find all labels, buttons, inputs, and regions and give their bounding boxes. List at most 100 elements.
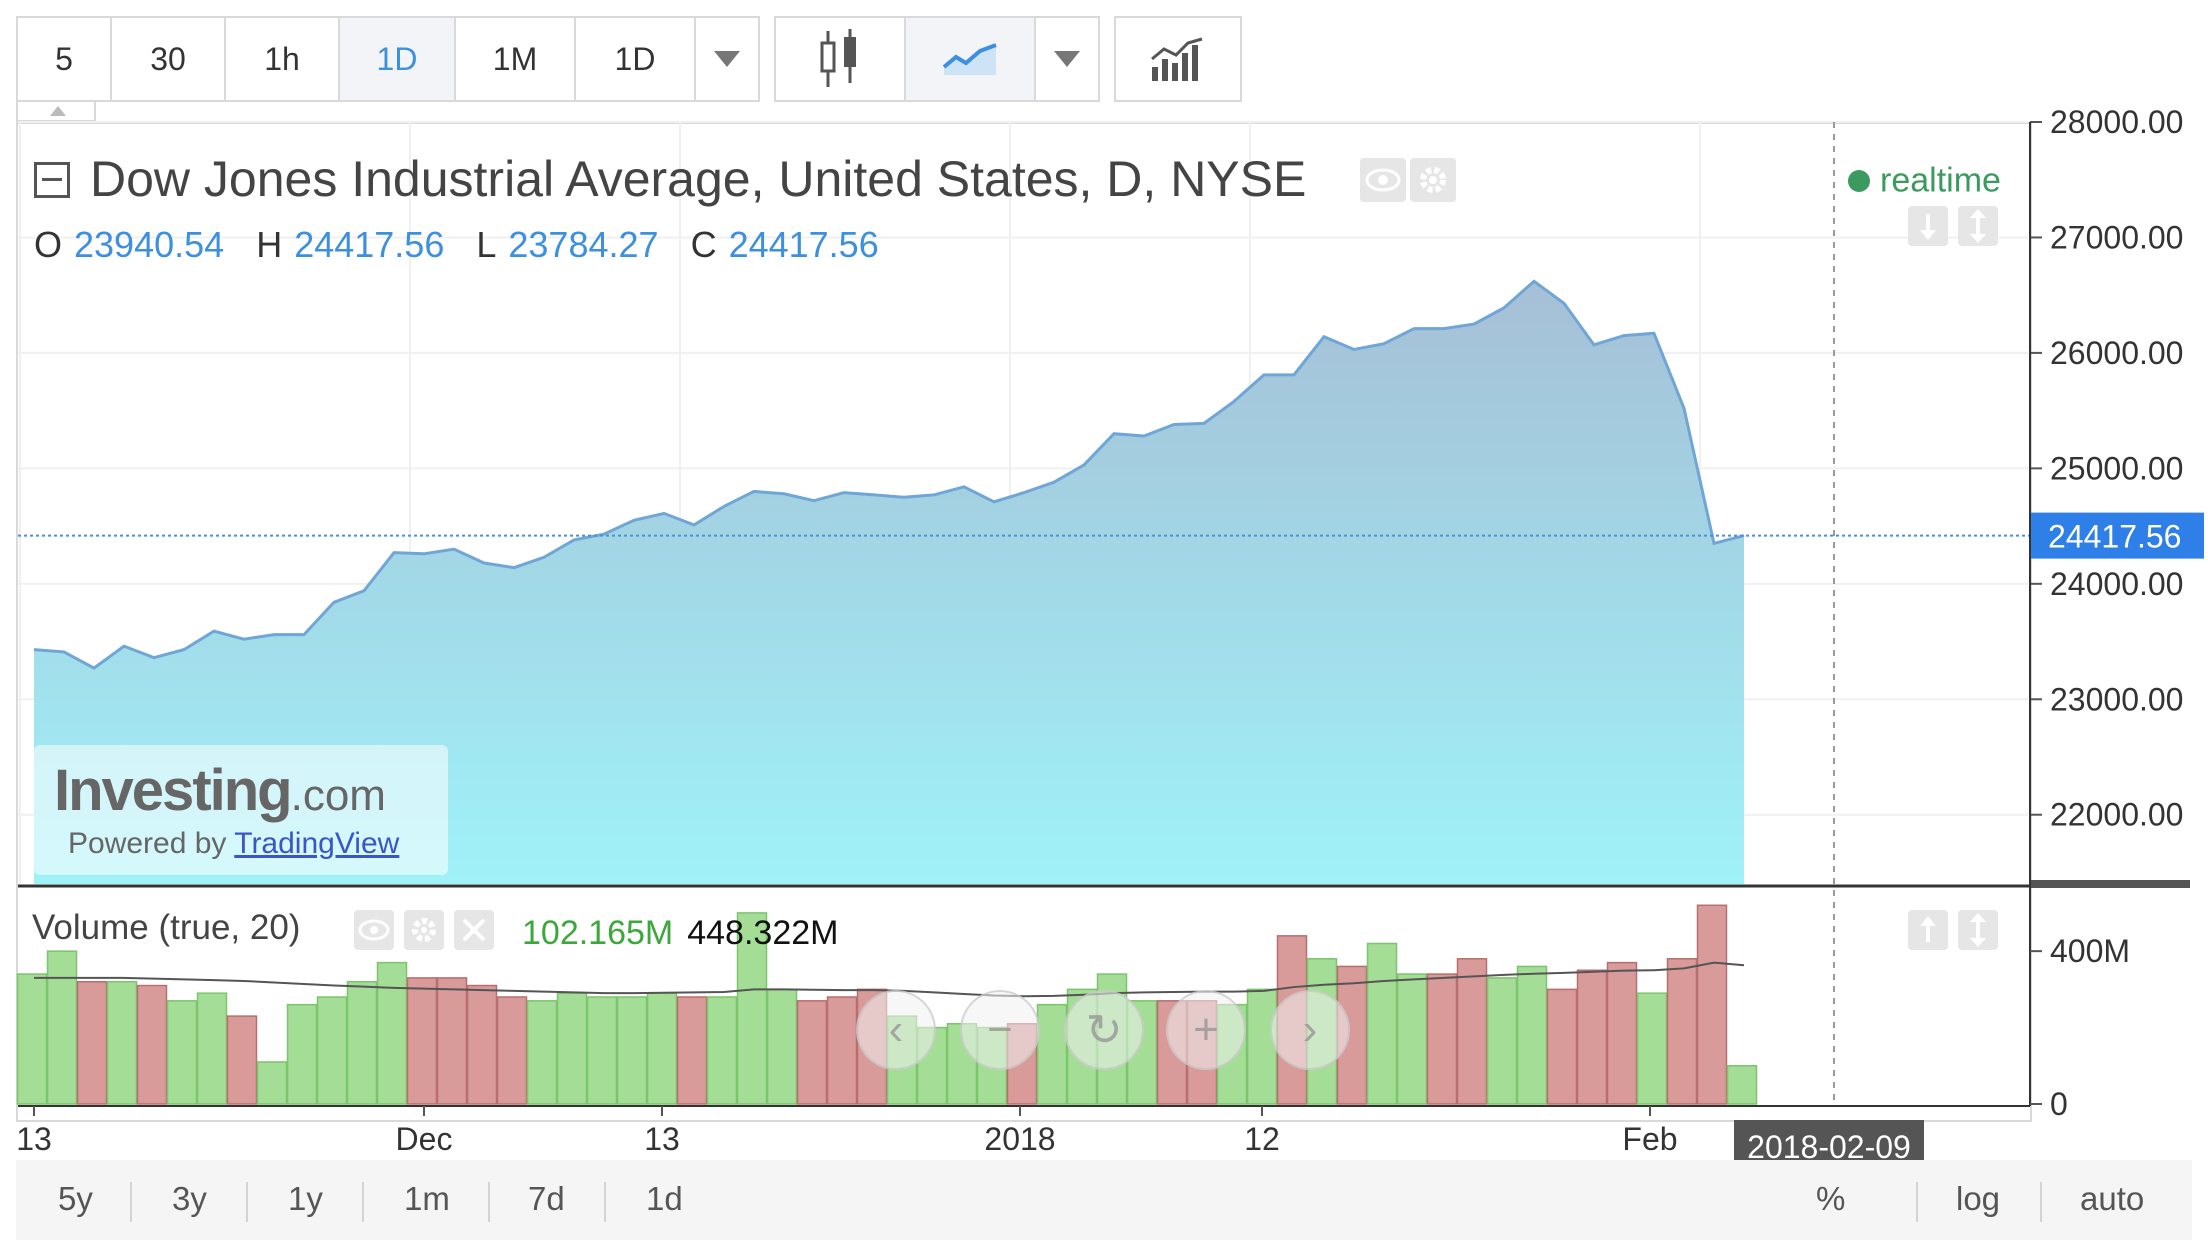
arrows-vertical-icon bbox=[1970, 209, 1986, 243]
gear-icon-glyph bbox=[1420, 167, 1446, 193]
volume-bar bbox=[406, 977, 438, 1105]
range-1d-button[interactable]: 1d bbox=[646, 1180, 683, 1217]
interval-1m-button[interactable]: 1M bbox=[454, 16, 576, 102]
volume-close-icon[interactable] bbox=[454, 910, 494, 950]
interval-dropdown-button[interactable] bbox=[694, 16, 760, 102]
volume-bar bbox=[136, 984, 168, 1105]
volume-bar bbox=[496, 996, 528, 1105]
range-7d-button[interactable]: 7d bbox=[528, 1180, 565, 1217]
crosshair-date-label: 2018-02-09 bbox=[1747, 1129, 1911, 1165]
volume-bar bbox=[1246, 988, 1278, 1105]
indicators-icon bbox=[1151, 37, 1203, 81]
ohlc-readout: O 23940.54 H 24417.56 L 23784.27 C 24417.56 bbox=[34, 224, 901, 266]
volume-bar bbox=[1036, 1003, 1068, 1105]
volume-bar bbox=[526, 1000, 558, 1105]
price-tick-label: 28000.00 bbox=[2050, 104, 2183, 140]
volume-current-value: 102.165M bbox=[522, 914, 674, 952]
scroll-right-button[interactable]: › bbox=[1270, 990, 1350, 1070]
volume-bar bbox=[646, 992, 678, 1105]
time-tick-label: Dec bbox=[396, 1121, 453, 1157]
tradingview-link[interactable]: TradingView bbox=[234, 827, 400, 860]
current-price-tag bbox=[2030, 512, 2204, 559]
reset-chart-button[interactable]: ↻ bbox=[1064, 990, 1144, 1070]
interval-label: 1D bbox=[376, 40, 418, 77]
volume-bar bbox=[1666, 958, 1698, 1105]
move-down-icon[interactable] bbox=[1908, 206, 1948, 246]
interval-1h-button[interactable]: 1h bbox=[224, 16, 340, 102]
volume-bar bbox=[1576, 969, 1608, 1105]
area-chart-button[interactable] bbox=[904, 16, 1036, 102]
high-value: 24417.56 bbox=[294, 224, 445, 265]
interval-1d-button[interactable]: 1D bbox=[338, 16, 456, 102]
zoom-in-button[interactable]: + bbox=[1166, 990, 1246, 1070]
volume-bar bbox=[796, 1000, 828, 1105]
powered-by-line: Powered by TradingView bbox=[68, 827, 399, 861]
price-tick-label: 27000.00 bbox=[2050, 219, 2183, 255]
volume-bar bbox=[346, 980, 378, 1105]
indicators-button[interactable] bbox=[1114, 16, 1242, 102]
refresh-icon: ↻ bbox=[1085, 1005, 1123, 1055]
candlestick-chart-button[interactable] bbox=[774, 16, 906, 102]
interval-30-button[interactable]: 30 bbox=[110, 16, 226, 102]
chevron-left-icon: ‹ bbox=[888, 1005, 904, 1054]
gear-icon[interactable] bbox=[1410, 158, 1456, 202]
volume-bar bbox=[436, 977, 468, 1105]
maximize-volume-pane-icon[interactable] bbox=[1958, 910, 1998, 950]
range-5y-button[interactable]: 5y bbox=[58, 1180, 93, 1217]
volume-bar bbox=[1516, 965, 1548, 1105]
range-3y-button[interactable]: 3y bbox=[172, 1180, 207, 1217]
zoom-out-button[interactable]: − bbox=[960, 990, 1040, 1070]
eye-icon[interactable] bbox=[1360, 158, 1406, 202]
volume-bar bbox=[316, 996, 348, 1105]
investing-watermark: Investing.com Powered by TradingView bbox=[34, 745, 448, 875]
interval-5-button[interactable]: 5 bbox=[16, 16, 112, 102]
percent-scale-button[interactable]: % bbox=[1816, 1180, 1846, 1217]
scale-separator bbox=[2040, 1182, 2042, 1222]
volume-bar bbox=[1366, 942, 1398, 1105]
time-tick-label: 13 bbox=[16, 1121, 52, 1157]
volume-ma-value: 448.322M bbox=[687, 914, 839, 952]
volume-eye-icon[interactable] bbox=[354, 910, 394, 950]
volume-bar bbox=[766, 988, 798, 1105]
volume-tick-label: 400M bbox=[2050, 933, 2130, 969]
volume-bar bbox=[706, 996, 738, 1105]
range-1m-button[interactable]: 1m bbox=[404, 1180, 450, 1217]
brand-name: Investing bbox=[54, 758, 293, 823]
current-price-label: 24417.56 bbox=[2048, 519, 2181, 555]
volume-bar bbox=[226, 1015, 258, 1105]
eye-icon bbox=[358, 919, 390, 941]
close-label: C bbox=[690, 224, 717, 265]
volume-values: 102.165M 448.322M bbox=[522, 914, 838, 953]
volume-gear-icon[interactable] bbox=[404, 910, 444, 950]
brand-suffix: .com bbox=[290, 771, 386, 820]
collapse-icon[interactable] bbox=[34, 162, 70, 198]
volume-bar bbox=[1456, 958, 1488, 1105]
log-scale-button[interactable]: log bbox=[1956, 1180, 2001, 1217]
auto-scale-button[interactable]: auto bbox=[2080, 1180, 2145, 1217]
candlestick-icon bbox=[820, 29, 856, 87]
scroll-left-button[interactable]: ‹ bbox=[856, 990, 936, 1070]
maximize-pane-icon[interactable] bbox=[1958, 206, 1998, 246]
volume-bar bbox=[286, 1003, 318, 1105]
chevron-down-icon bbox=[1054, 51, 1080, 67]
investing-logo: Investing.com bbox=[54, 757, 386, 824]
volume-bar bbox=[1696, 904, 1728, 1105]
volume-bar bbox=[556, 992, 588, 1105]
status-label: realtime bbox=[1880, 161, 2001, 200]
price-tick-label: 24000.00 bbox=[2050, 566, 2183, 602]
range-1y-button[interactable]: 1y bbox=[288, 1180, 323, 1217]
interval-label: 1M bbox=[492, 40, 538, 77]
price-line bbox=[33, 279, 1745, 670]
time-tick-label: 12 bbox=[1244, 1121, 1280, 1157]
low-label: L bbox=[476, 224, 497, 265]
range-separator bbox=[362, 1182, 364, 1222]
price-tick-label: 23000.00 bbox=[2050, 681, 2183, 717]
volume-bar bbox=[76, 980, 108, 1105]
low-value: 23784.27 bbox=[508, 224, 659, 265]
volume-bar bbox=[196, 992, 228, 1105]
chart-type-dropdown-button[interactable] bbox=[1034, 16, 1100, 102]
arrows-vertical-icon bbox=[1970, 913, 1986, 947]
price-area bbox=[34, 281, 1744, 884]
price-tick-label: 22000.00 bbox=[2050, 797, 2183, 833]
move-up-icon[interactable] bbox=[1908, 910, 1948, 950]
